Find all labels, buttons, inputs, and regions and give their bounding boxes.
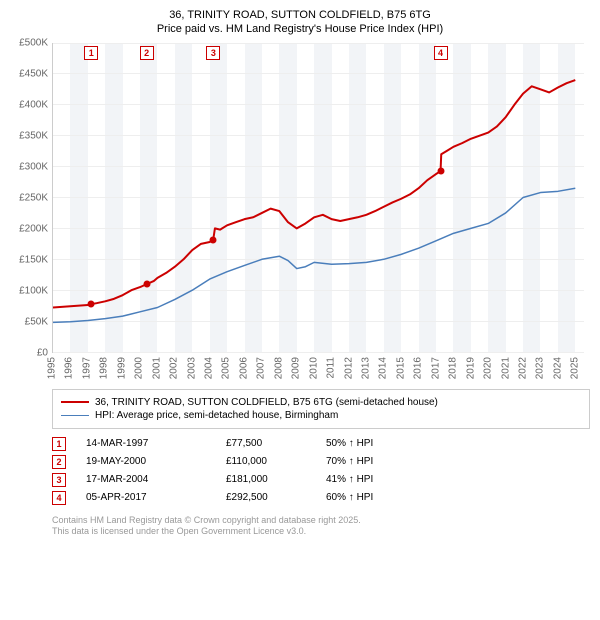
x-tick-label: 2011 — [326, 357, 337, 379]
sales-row-price: £77,500 — [226, 438, 326, 449]
x-tick-label: 2007 — [256, 357, 267, 379]
x-tick-label: 2019 — [465, 357, 476, 379]
chart-container: 36, TRINITY ROAD, SUTTON COLDFIELD, B75 … — [0, 0, 600, 548]
sales-row: 3 17-MAR-2004£181,00041% ↑ HPI — [52, 471, 590, 489]
sales-row-date: 17-MAR-2004 — [86, 474, 226, 485]
x-tick-label: 2022 — [517, 357, 528, 379]
y-tick-label: £150K — [19, 254, 48, 265]
y-tick-label: £500K — [19, 37, 48, 48]
legend-swatch — [61, 415, 89, 416]
x-tick-label: 2003 — [186, 357, 197, 379]
sales-table: 1 14-MAR-1997£77,50050% ↑ HPI 2 19-MAY-2000… — [52, 435, 590, 507]
x-tick-label: 2023 — [535, 357, 546, 379]
x-tick-label: 2017 — [430, 357, 441, 379]
sales-row-pct: 70% ↑ HPI — [326, 456, 373, 467]
x-tick-label: 2002 — [169, 357, 180, 379]
sales-row-price: £110,000 — [226, 456, 326, 467]
y-tick-label: £350K — [19, 130, 48, 141]
sale-marker-box: 2 — [140, 46, 154, 60]
sales-row-pct: 60% ↑ HPI — [326, 492, 373, 503]
legend-row: HPI: Average price, semi-detached house,… — [61, 409, 581, 422]
series-line — [53, 80, 575, 307]
series-line — [53, 188, 575, 322]
y-tick-label: £400K — [19, 99, 48, 110]
sales-row-num: 1 — [52, 437, 66, 451]
sales-row: 2 19-MAY-2000£110,00070% ↑ HPI — [52, 453, 590, 471]
title-line2: Price paid vs. HM Land Registry's House … — [10, 22, 590, 36]
chart-area: £0£50K£100K£150K£200K£250K£300K£350K£400… — [10, 43, 590, 383]
sale-marker-box: 3 — [206, 46, 220, 60]
sale-marker-box: 1 — [84, 46, 98, 60]
y-tick-label: £450K — [19, 68, 48, 79]
y-tick-label: £300K — [19, 161, 48, 172]
x-tick-label: 2016 — [413, 357, 424, 379]
sale-marker-dot — [437, 167, 444, 174]
legend-swatch — [61, 401, 89, 403]
footer-line1: Contains HM Land Registry data © Crown c… — [52, 515, 590, 527]
title-block: 36, TRINITY ROAD, SUTTON COLDFIELD, B75 … — [10, 8, 590, 37]
y-axis: £0£50K£100K£150K£200K£250K£300K£350K£400… — [10, 43, 52, 353]
title-line1: 36, TRINITY ROAD, SUTTON COLDFIELD, B75 … — [10, 8, 590, 22]
x-tick-label: 2015 — [395, 357, 406, 379]
x-tick-label: 2021 — [500, 357, 511, 379]
legend: 36, TRINITY ROAD, SUTTON COLDFIELD, B75 … — [52, 389, 590, 429]
x-tick-label: 2013 — [360, 357, 371, 379]
sales-row-num: 4 — [52, 491, 66, 505]
sales-row-date: 05-APR-2017 — [86, 492, 226, 503]
x-tick-label: 2001 — [151, 357, 162, 379]
legend-label: HPI: Average price, semi-detached house,… — [95, 410, 338, 421]
footer-note: Contains HM Land Registry data © Crown c… — [52, 515, 590, 538]
sales-row: 4 05-APR-2017£292,50060% ↑ HPI — [52, 489, 590, 507]
sales-row-pct: 50% ↑ HPI — [326, 438, 373, 449]
legend-label: 36, TRINITY ROAD, SUTTON COLDFIELD, B75 … — [95, 397, 438, 408]
sales-row-date: 14-MAR-1997 — [86, 438, 226, 449]
y-tick-label: £200K — [19, 223, 48, 234]
x-tick-label: 2006 — [238, 357, 249, 379]
x-tick-label: 2020 — [483, 357, 494, 379]
sale-marker-dot — [88, 300, 95, 307]
x-tick-label: 1998 — [99, 357, 110, 379]
x-tick-label: 2010 — [308, 357, 319, 379]
y-tick-label: £100K — [19, 285, 48, 296]
x-tick-label: 2009 — [291, 357, 302, 379]
x-tick-label: 1996 — [64, 357, 75, 379]
y-tick-label: £50K — [25, 316, 48, 327]
x-tick-label: 2004 — [203, 357, 214, 379]
x-tick-label: 2018 — [448, 357, 459, 379]
y-tick-label: £250K — [19, 192, 48, 203]
sales-row-price: £181,000 — [226, 474, 326, 485]
x-tick-label: 2000 — [134, 357, 145, 379]
sales-row-num: 3 — [52, 473, 66, 487]
sales-row-date: 19-MAY-2000 — [86, 456, 226, 467]
plot-area: 1 2 3 4 — [52, 43, 584, 353]
x-tick-label: 2005 — [221, 357, 232, 379]
sales-row-pct: 41% ↑ HPI — [326, 474, 373, 485]
sale-marker-box: 4 — [434, 46, 448, 60]
x-tick-label: 2012 — [343, 357, 354, 379]
legend-row: 36, TRINITY ROAD, SUTTON COLDFIELD, B75 … — [61, 396, 581, 409]
x-tick-label: 2008 — [273, 357, 284, 379]
chart-svg — [53, 43, 584, 352]
x-tick-label: 2014 — [378, 357, 389, 379]
x-tick-label: 1999 — [116, 357, 127, 379]
sale-marker-dot — [143, 280, 150, 287]
x-tick-label: 1997 — [81, 357, 92, 379]
footer-line2: This data is licensed under the Open Gov… — [52, 526, 590, 538]
sales-row-price: £292,500 — [226, 492, 326, 503]
sale-marker-dot — [210, 236, 217, 243]
sales-row: 1 14-MAR-1997£77,50050% ↑ HPI — [52, 435, 590, 453]
x-tick-label: 2025 — [570, 357, 581, 379]
sales-row-num: 2 — [52, 455, 66, 469]
x-tick-label: 2024 — [552, 357, 563, 379]
x-tick-label: 1995 — [47, 357, 58, 379]
x-axis: 1995199619971998199920002001200220032004… — [52, 353, 584, 383]
